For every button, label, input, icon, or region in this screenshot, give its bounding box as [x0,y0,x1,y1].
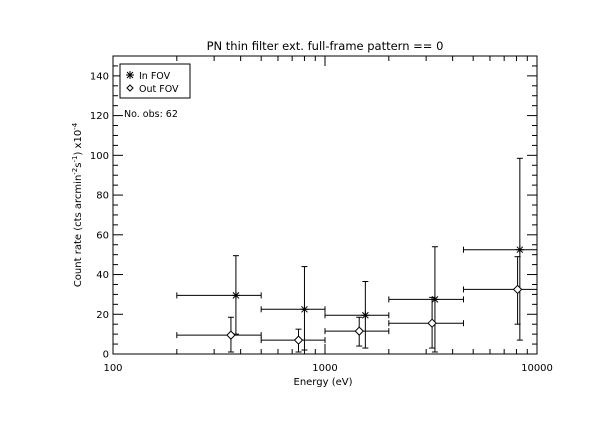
y-tick-label: 120 [90,111,109,122]
y-tick-label: 100 [90,151,109,162]
data-point-asterisk [231,291,240,300]
x-tick-label: 10000 [521,363,553,374]
asterisk-stroke [431,296,439,303]
x-tick-label: 1000 [312,363,337,374]
data-point-diamond [512,284,523,295]
data-point-diamond [354,326,364,336]
x-tick-label: 100 [103,363,122,374]
axis-tick-labels: 100 1000 10000 0 20 40 60 80 100 120 140 [90,71,553,374]
data-point-asterisk [515,245,524,254]
legend-marker-diamond [126,84,134,92]
series-out-fov [176,256,538,353]
legend-box [119,63,191,99]
series-in-fov [176,157,538,353]
y-tick-label: 80 [96,191,109,202]
y-axis-label-part: s [73,163,84,168]
data-point-diamond [427,318,437,328]
y-axis-label-sup: -1 [71,156,79,163]
asterisk-stroke [361,311,369,319]
asterisk-stroke [301,305,308,313]
data-point-diamond [226,330,236,340]
legend-label-in-fov: In FOV [139,71,171,82]
legend: In FOV Out FOV [119,63,191,99]
data-point-asterisk [300,305,309,314]
y-tick-label: 40 [96,270,109,281]
asterisk-stroke [232,292,240,299]
asterisk-stroke [516,246,524,254]
obs-count-annotation: No. obs: 62 [124,109,178,120]
y-axis-label-part: Count rate (cts arcmin [73,175,84,287]
data-point-asterisk [361,311,370,320]
y-axis-label-sup: -2 [71,168,79,175]
chart-title: PN thin filter ext. full-frame pattern =… [207,39,444,53]
legend-marker-asterisk [126,71,134,79]
legend-label-out-fov: Out FOV [139,84,179,95]
y-tick-label: 0 [103,350,109,361]
y-tick-label: 140 [90,71,109,82]
y-axis-label-part: ) x10 [73,130,84,156]
data-point-diamond [293,335,304,345]
y-axis-label: Count rate (cts arcmin-2s-1) x10-4 [71,122,84,287]
axis-ticks [112,56,538,355]
y-tick-label: 60 [96,230,109,241]
y-axis-label-sup: -4 [71,122,79,130]
x-axis-label: Energy (eV) [294,377,353,388]
data-layer [176,157,538,353]
y-tick-label: 20 [96,310,109,321]
